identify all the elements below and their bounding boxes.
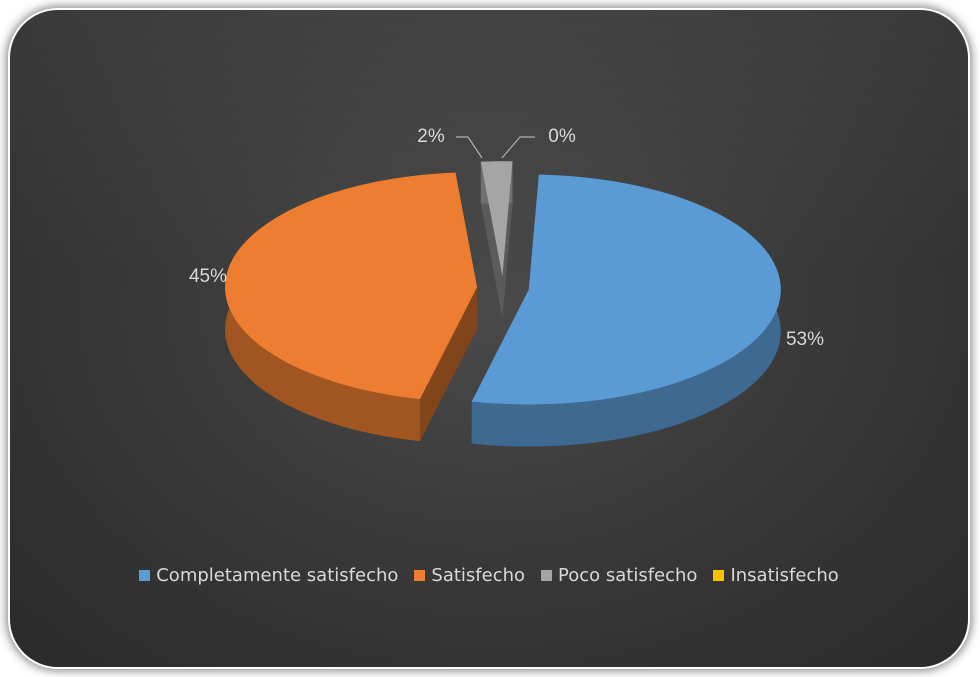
leader-lines <box>456 136 535 159</box>
legend-label: Poco satisfecho <box>558 565 698 586</box>
legend-label: Satisfecho <box>431 565 526 586</box>
pie-slice-poco-satisfecho <box>480 161 513 319</box>
legend-label: Insatisfecho <box>730 565 839 586</box>
pie-slice-wall <box>419 287 478 442</box>
legend: Completamente satisfecho Satisfecho Poco… <box>10 565 968 586</box>
pie-slice-top <box>225 172 478 400</box>
legend-item-poco-satisfecho: Poco satisfecho <box>541 565 697 586</box>
legend-swatch <box>139 570 151 581</box>
pie-chart: 53% 45% 2% 0% <box>189 126 824 447</box>
legend-swatch <box>414 570 426 581</box>
pie-slice-top <box>480 161 513 277</box>
data-label-satisfecho: 45% <box>189 266 227 287</box>
pie-slices <box>225 161 781 447</box>
legend-item-satisfecho: Satisfecho <box>414 565 525 586</box>
data-label-completamente-satisfecho: 53% <box>786 329 824 350</box>
pie-slice-completamente-satisfecho <box>471 174 781 447</box>
legend-item-insatisfecho: Insatisfecho <box>713 565 839 586</box>
data-labels: 53% 45% 2% 0% <box>189 126 824 350</box>
legend-swatch <box>541 570 553 581</box>
data-label-insatisfecho: 0% <box>548 126 576 147</box>
chart-frame: 53% 45% 2% 0% Completamente satisfecho Sati… <box>10 10 968 667</box>
leader-line <box>501 136 535 159</box>
leader-line <box>456 136 483 159</box>
legend-item-completamente-satisfecho: Completamente satisfecho <box>139 565 398 586</box>
pie-slice-top <box>471 174 781 405</box>
legend-label: Completamente satisfecho <box>156 565 399 586</box>
legend-swatch <box>713 570 725 581</box>
pie-slice-satisfecho <box>225 172 478 442</box>
data-label-poco-satisfecho: 2% <box>417 126 445 147</box>
